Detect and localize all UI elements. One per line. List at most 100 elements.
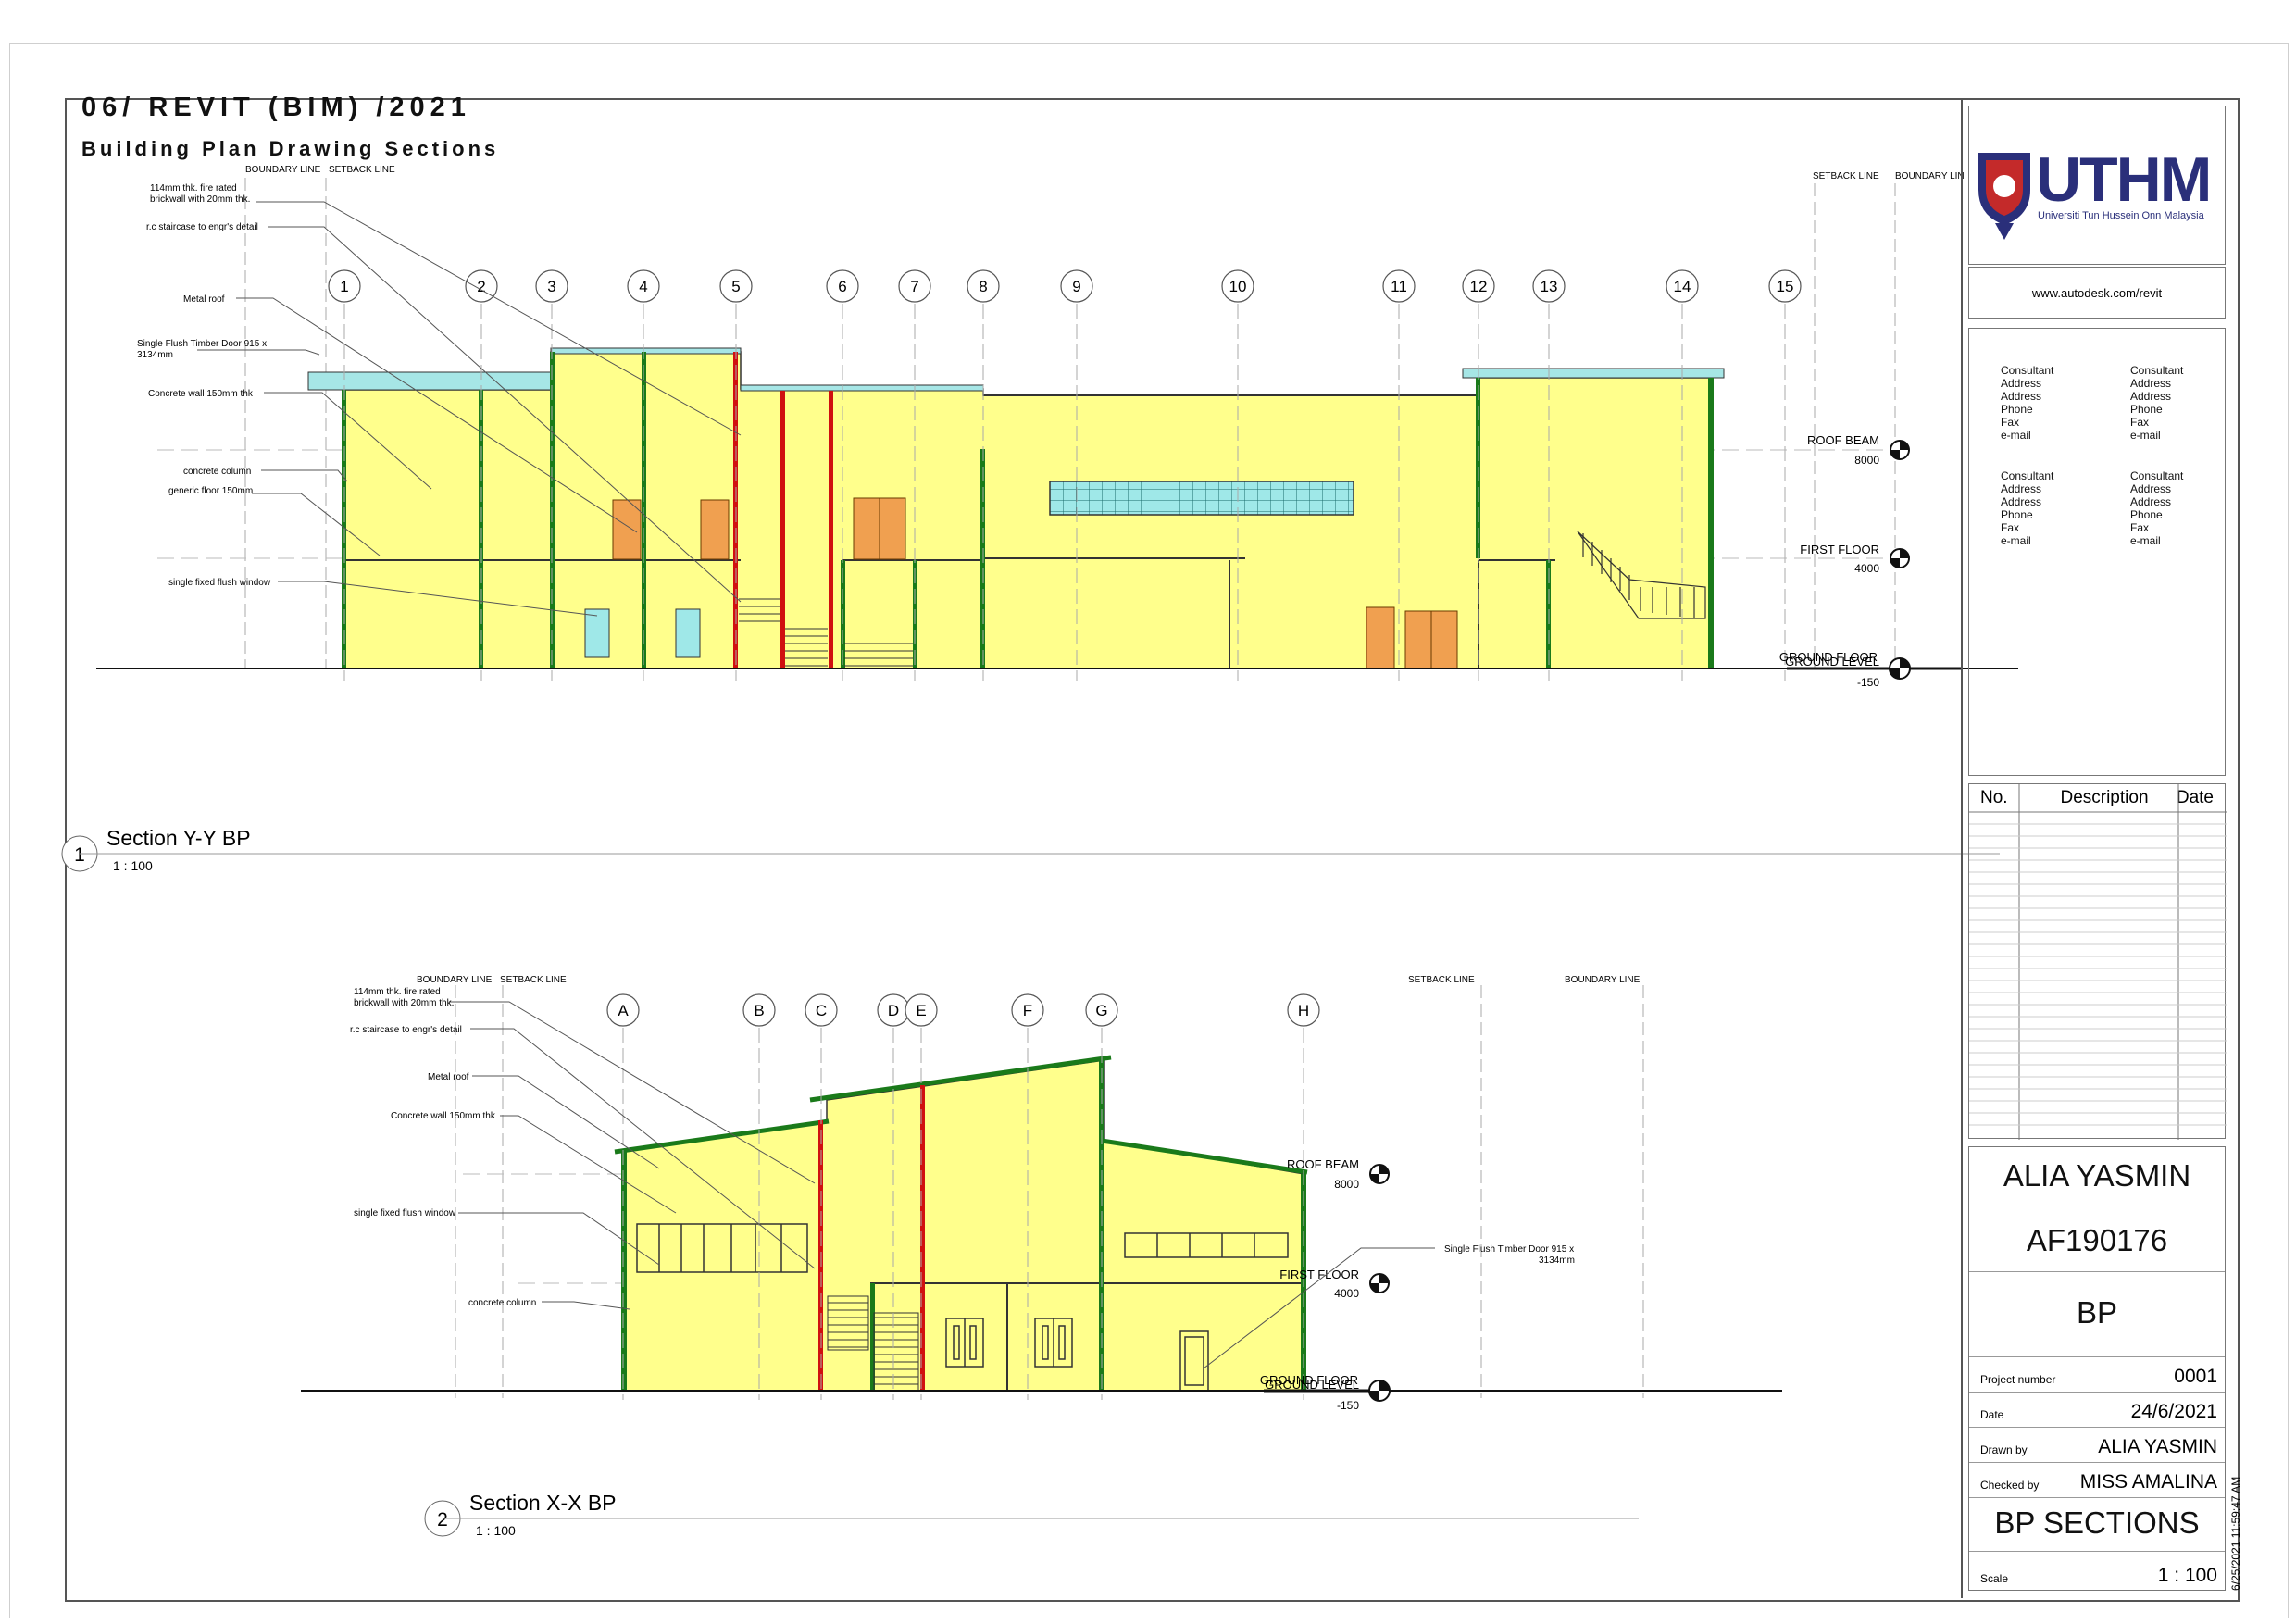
yy-grid-bubble: 3 xyxy=(547,278,555,295)
yy-note-staircase: r.c staircase to engr's detail xyxy=(146,222,258,232)
yy-note-window: single fixed flush window xyxy=(168,578,271,588)
consultant-block: Consultant Address Address Phone Fax e-m… xyxy=(2001,364,2053,442)
xx-note-concrete-wall: Concrete wall 150mm thk xyxy=(391,1111,496,1121)
yy-view-scale: 1 : 100 xyxy=(113,858,153,873)
yy-view-number: 1 xyxy=(74,844,85,866)
xx-level-ground-value: -150 xyxy=(1337,1399,1359,1412)
yy-note-concrete-wall: Concrete wall 150mm thk xyxy=(148,389,254,399)
yy-grid-bubble: 4 xyxy=(639,278,647,295)
yy-note-brickwall-2: brickwall with 20mm thk. xyxy=(150,194,250,205)
yy-level-ground-value: -150 xyxy=(1857,676,1879,689)
email-label: e-mail xyxy=(2130,534,2161,547)
xx-level-roof-beam-value: 8000 xyxy=(1334,1178,1359,1191)
xx-note-concrete-column: concrete column xyxy=(468,1298,536,1308)
address-label: Address xyxy=(2001,495,2042,508)
address-label: Address xyxy=(2130,482,2172,495)
address-label: Address xyxy=(2130,390,2172,403)
project-number-row: Project number 0001 xyxy=(1969,1356,2225,1392)
email-label: e-mail xyxy=(2130,429,2161,442)
sheet-border xyxy=(9,43,2289,1618)
student-id: AF190176 xyxy=(2026,1223,2168,1257)
xx-note-door-1: Single Flush Timber Door 915 x xyxy=(1444,1244,1574,1255)
uthm-crest-icon xyxy=(1978,153,2030,240)
date-row: Date 24/6/2021 xyxy=(1969,1392,2225,1427)
xx-grid-bubble: A xyxy=(618,1002,629,1019)
address-label: Address xyxy=(2001,390,2042,403)
email-label: e-mail xyxy=(2001,534,2031,547)
scale-value: 1 : 100 xyxy=(2157,1565,2217,1586)
consultant-label: Consultant xyxy=(2001,469,2054,482)
xx-grid-bubble: D xyxy=(888,1002,899,1019)
address-label: Address xyxy=(2001,377,2042,390)
revision-table: No. Description Date xyxy=(1968,783,2227,1140)
yy-note-generic-floor: generic floor 150mm xyxy=(168,486,253,496)
logo-panel: UTHM Universiti Tun Hussein Onn Malaysia xyxy=(1968,106,2226,265)
consultants-panel: Consultant Address Address Phone Fax e-m… xyxy=(1968,328,2226,776)
xx-boundary-right-label: BOUNDARY LINE xyxy=(1565,975,1641,985)
yy-grid-bubble: 7 xyxy=(910,278,918,295)
xx-note-brickwall-1: 114mm thk. fire rated xyxy=(354,987,441,997)
scale-label: Scale xyxy=(1980,1572,2009,1585)
xx-grid-bubble: B xyxy=(754,1002,764,1019)
xx-view-scale: 1 : 100 xyxy=(476,1523,516,1538)
xx-grid-bubble: E xyxy=(916,1002,926,1019)
yy-note-door-1: Single Flush Timber Door 915 x xyxy=(137,339,267,349)
yy-level-first-floor: FIRST FLOOR xyxy=(1800,543,1879,556)
consultant-block: Consultant Address Address Phone Fax e-m… xyxy=(2001,469,2053,547)
checked-by-label: Checked by xyxy=(1980,1479,2040,1492)
yy-note-brickwall-1: 114mm thk. fire rated xyxy=(150,183,237,194)
website-url: www.autodesk.com/revit xyxy=(1968,267,2226,319)
xx-note-metal-roof: Metal roof xyxy=(428,1072,469,1082)
fax-label: Fax xyxy=(2001,521,2020,534)
scale-row: Scale 1 : 100 xyxy=(1969,1551,2225,1591)
print-timestamp: 6/25/2021 11:59:47 AM xyxy=(2229,1476,2242,1591)
xx-grid-bubble: G xyxy=(1095,1002,1107,1019)
phone-label: Phone xyxy=(2130,508,2163,521)
xx-level-roof-beam: ROOF BEAM xyxy=(1287,1157,1359,1171)
yy-view-title: Section Y-Y BP xyxy=(106,826,251,850)
yy-setback-left-label: SETBACK LINE xyxy=(329,165,395,175)
phone-label: Phone xyxy=(2001,403,2033,416)
fax-label: Fax xyxy=(2001,416,2020,429)
yy-note-concrete-column: concrete column xyxy=(183,467,251,477)
yy-grid-bubble: 10 xyxy=(1229,278,1247,295)
consultant-label: Consultant xyxy=(2001,364,2054,377)
project-number-value: 0001 xyxy=(2174,1366,2217,1387)
consultant-block: Consultant Address Address Phone Fax e-m… xyxy=(2130,364,2183,442)
divider xyxy=(1969,1271,2225,1272)
xx-setback-left-label: SETBACK LINE xyxy=(500,975,567,985)
xx-setback-right-label: SETBACK LINE xyxy=(1408,975,1475,985)
yy-level-ground-floor-overlap: GROUND FLOOR xyxy=(1779,650,1878,664)
project-number-label: Project number xyxy=(1980,1373,2056,1386)
drawn-by-label: Drawn by xyxy=(1980,1443,2028,1456)
yy-grid-bubble: 1 xyxy=(340,278,348,295)
checked-by-value: MISS AMALINA xyxy=(2079,1471,2217,1493)
yy-grid-bubble: 13 xyxy=(1541,278,1558,295)
yy-level-roof-beam-value: 8000 xyxy=(1854,454,1879,467)
yy-setback-right-label: SETBACK LINE xyxy=(1813,171,1879,181)
xx-grid-bubble: F xyxy=(1023,1002,1032,1019)
drawn-by-value: ALIA YASMIN xyxy=(2098,1436,2217,1457)
sheet-header-subtitle: Building Plan Drawing Sections xyxy=(81,137,500,160)
checked-by-row: Checked by MISS AMALINA xyxy=(1969,1462,2225,1497)
yy-grid-bubble: 6 xyxy=(838,278,846,295)
fax-label: Fax xyxy=(2130,521,2150,534)
yy-note-door-2: 3134mm xyxy=(137,350,173,360)
yy-grid-bubble: 9 xyxy=(1072,278,1080,295)
sheet-info-panel: ALIA YASMIN AF190176 BP Project number 0… xyxy=(1968,1146,2226,1591)
revision-no-header: No. xyxy=(1980,788,2008,807)
xx-boundary-left-label: BOUNDARY LINE xyxy=(417,975,493,985)
revision-date-header: Date xyxy=(2176,788,2214,807)
yy-level-roof-beam: ROOF BEAM xyxy=(1807,433,1879,447)
fax-label: Fax xyxy=(2130,416,2150,429)
xx-view-title: Section X-X BP xyxy=(469,1491,617,1515)
xx-note-window: single fixed flush window xyxy=(354,1208,456,1218)
section-yy-drawing: BOUNDARY LINE SETBACK LINE SETBACK LINE … xyxy=(61,165,2018,873)
consultant-label: Consultant xyxy=(2130,364,2184,377)
xx-note-brickwall-2: brickwall with 20mm thk. xyxy=(354,998,454,1008)
xx-level-ground: GROUND LEVEL xyxy=(1265,1378,1359,1392)
yy-grid-bubble: 8 xyxy=(979,278,987,295)
student-name: ALIA YASMIN xyxy=(2003,1158,2191,1193)
xx-note-door-2: 3134mm xyxy=(1539,1255,1575,1266)
